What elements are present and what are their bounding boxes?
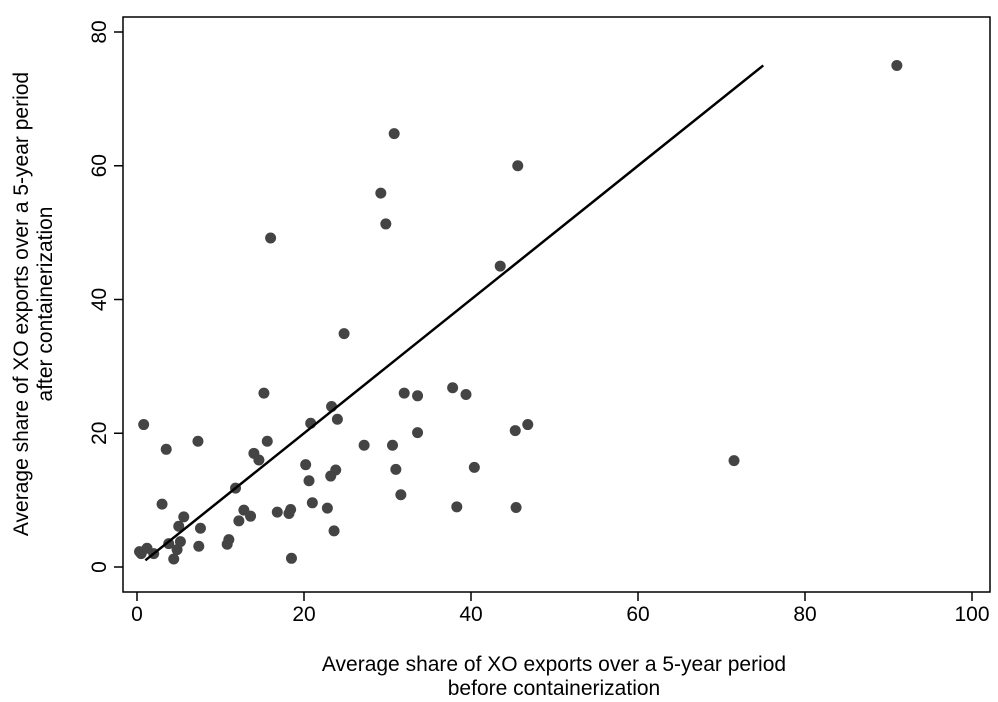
data-point	[253, 454, 265, 466]
x-tick-label: 0	[131, 603, 143, 626]
data-point	[460, 388, 472, 400]
data-point	[173, 520, 185, 532]
data-point	[194, 522, 206, 534]
data-point	[387, 439, 399, 451]
y-axis-title-line-2: after containerization	[34, 207, 57, 402]
data-point	[390, 463, 402, 475]
data-point	[265, 232, 277, 244]
data-point	[285, 503, 297, 515]
data-point	[468, 461, 480, 473]
data-point	[168, 553, 180, 565]
y-tick-label: 0	[88, 561, 111, 573]
plot-area	[122, 16, 991, 593]
data-point	[338, 328, 350, 340]
data-point	[245, 510, 257, 522]
data-point	[891, 59, 903, 71]
data-point	[331, 413, 343, 425]
data-point	[178, 511, 190, 523]
x-axis-title-line-2: before containerization	[448, 677, 660, 700]
data-point	[330, 464, 342, 476]
data-point	[412, 390, 424, 402]
x-tick-label: 100	[954, 603, 989, 626]
y-tick-label: 80	[88, 20, 111, 43]
y-tick-label: 40	[88, 288, 111, 311]
data-point	[522, 419, 534, 431]
x-tick-label: 60	[626, 603, 649, 626]
data-point	[358, 439, 370, 451]
x-axis-title-line-1: Average share of XO exports over a 5-yea…	[322, 653, 786, 676]
data-point	[321, 502, 333, 514]
data-point	[494, 260, 506, 272]
data-point	[174, 536, 186, 548]
data-point	[261, 435, 273, 447]
data-point	[728, 455, 740, 467]
data-point	[509, 425, 521, 437]
data-point	[380, 218, 392, 230]
data-point	[451, 501, 463, 513]
data-point	[156, 498, 168, 510]
y-axis-title-line-1: Average share of XO exports over a 5-yea…	[10, 72, 33, 536]
data-point	[160, 443, 172, 455]
chart-marks	[134, 59, 903, 565]
y-tick-label: 20	[88, 422, 111, 445]
data-point	[285, 552, 297, 564]
data-point	[510, 501, 522, 513]
axis-ticks: 0 20 40 60 80 100 0 20 40 60 80	[88, 20, 990, 626]
y-tick-label: 60	[88, 154, 111, 177]
data-point	[447, 382, 459, 394]
data-point	[412, 427, 424, 439]
data-point	[375, 187, 387, 199]
data-point	[233, 515, 245, 527]
data-point	[258, 387, 270, 399]
data-point	[512, 160, 524, 172]
x-tick-label: 80	[793, 603, 816, 626]
fit-line	[144, 64, 765, 562]
data-point	[300, 459, 312, 471]
x-tick-label: 40	[459, 603, 482, 626]
data-point	[388, 128, 400, 140]
data-point	[223, 534, 235, 546]
data-point	[271, 506, 283, 518]
data-point	[398, 387, 410, 399]
data-point	[395, 489, 407, 501]
data-point	[192, 435, 204, 447]
data-point	[303, 475, 315, 487]
data-point	[193, 540, 205, 552]
x-tick-label: 20	[292, 603, 315, 626]
data-point	[306, 497, 318, 509]
data-point	[138, 419, 150, 431]
data-point	[328, 525, 340, 537]
